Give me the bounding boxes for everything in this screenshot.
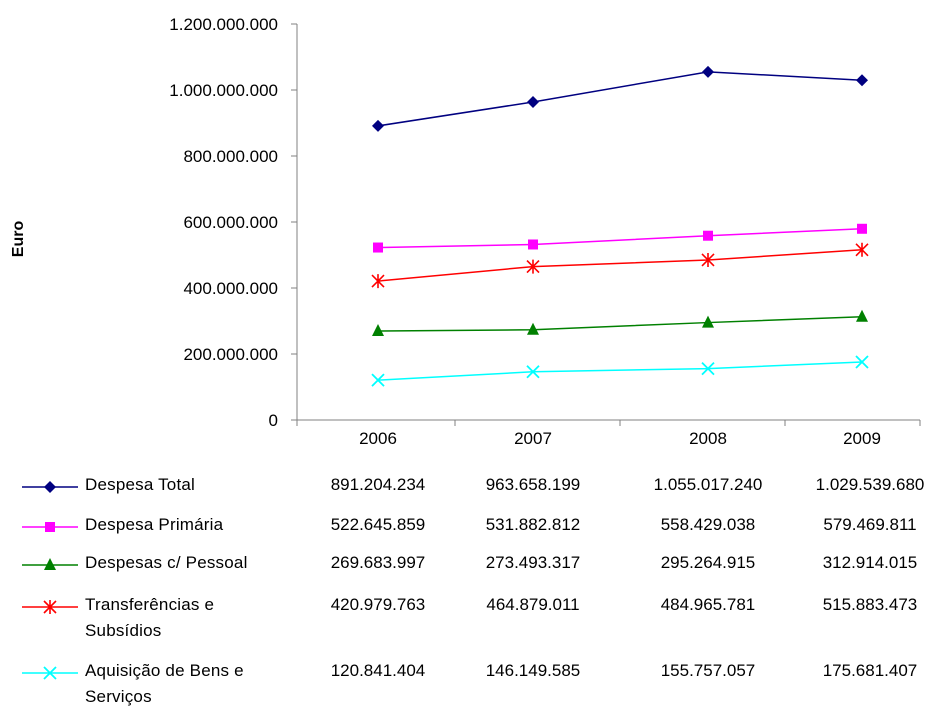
table-cell: 1.029.539.680 (815, 475, 925, 494)
x-tick-label: 2008 (689, 429, 727, 448)
series-4 (371, 355, 869, 387)
table-cell: 484.965.781 (660, 595, 756, 614)
series-line (377, 315, 863, 332)
table-cell: 579.469.811 (823, 515, 917, 534)
table-cell: 515.883.473 (822, 595, 918, 614)
table-row: Despesa Primária 522.645.859 531.882.812 55… (0, 512, 945, 562)
axes (296, 24, 920, 421)
y-tick-label: 1.000.000.000 (169, 81, 278, 100)
legend-key (22, 600, 78, 614)
table-row: Aquisição de Bens e Serviços 120.841.404 1… (0, 658, 945, 708)
table-cell: 420.979.763 (330, 595, 426, 614)
y-tick-label: 400.000.000 (183, 279, 278, 298)
x-tick-label: 2006 (359, 429, 397, 448)
table-cell: 1.055.017.240 (653, 475, 763, 494)
legend-marker (45, 522, 55, 532)
table-cell: 120.841.404 (330, 661, 426, 680)
line-chart: Euro 0 200.000.000 400.000.000 600.000.000 8… (10, 15, 921, 448)
table-row: Despesa Total 891.204.234 963.658.199 1.055… (0, 472, 945, 522)
table-cell: 891.204.234 (330, 475, 426, 494)
series-2 (372, 309, 868, 337)
data-point-marker (855, 355, 869, 369)
table-cell: 963.658.199 (485, 475, 581, 494)
series-line (377, 361, 863, 381)
table-row: Despesas c/ Pessoal 269.683.997 273.493.31… (0, 550, 945, 600)
y-tick-label: 200.000.000 (183, 345, 278, 364)
legend-marker (43, 666, 57, 680)
table-cell: 558.429.038 (660, 515, 756, 534)
data-point-marker (855, 242, 869, 257)
data-point-marker (527, 322, 539, 335)
legend-marker (43, 600, 57, 614)
y-axis-ticks: 0 200.000.000 400.000.000 600.000.000 800.00… (169, 15, 297, 430)
y-tick-label: 600.000.000 (183, 213, 278, 232)
table-cell: 146.149.585 (485, 661, 581, 680)
data-point-marker (856, 74, 868, 87)
data-point-marker (372, 119, 384, 132)
series-group (371, 65, 869, 387)
table-cell: 464.879.011 (486, 595, 580, 614)
x-tick-label: 2009 (843, 429, 881, 448)
data-point-marker (372, 324, 384, 337)
data-point-marker (528, 239, 538, 250)
series-1 (373, 223, 867, 253)
data-point-marker (373, 242, 383, 253)
y-tick-label: 0 (269, 411, 278, 430)
data-point-marker (702, 65, 714, 78)
legend-key (22, 558, 78, 570)
legend-key (22, 481, 78, 493)
table-cell: 531.882.812 (485, 515, 581, 534)
data-point-marker (703, 230, 713, 241)
series-3 (371, 242, 869, 289)
legend-marker (44, 481, 56, 493)
series-line (377, 228, 863, 249)
series-name: Transferências e Subsídios (85, 595, 215, 640)
table-cell: 522.645.859 (330, 515, 426, 534)
table-cell: 175.681.407 (822, 661, 918, 680)
legend-key (22, 522, 78, 532)
y-axis-title: Euro (10, 221, 27, 258)
data-point-marker (371, 274, 385, 289)
data-point-marker (856, 309, 868, 322)
series-line (377, 71, 863, 127)
data-point-marker (701, 252, 715, 267)
series-name: Despesas c/ Pessoal (85, 553, 248, 572)
series-name: Despesa Primária (85, 515, 224, 534)
y-tick-label: 800.000.000 (183, 147, 278, 166)
data-point-marker (857, 223, 867, 234)
legend-marker (44, 558, 56, 570)
table-cell: 312.914.015 (822, 553, 918, 572)
table-row: Transferências e Subsídios 420.979.763 464… (0, 592, 945, 642)
data-point-marker (527, 95, 539, 108)
data-point-marker (526, 259, 540, 274)
table-cell: 295.264.915 (660, 553, 756, 572)
x-axis-ticks: 2006 2007 2008 2009 (296, 420, 921, 448)
series-0 (372, 65, 868, 132)
table-cell: 273.493.317 (485, 553, 581, 572)
y-tick-label: 1.200.000.000 (169, 15, 278, 34)
x-tick-label: 2007 (514, 429, 552, 448)
series-name: Aquisição de Bens e Serviços (85, 661, 244, 706)
legend-key (22, 666, 78, 680)
series-name: Despesa Total (85, 475, 196, 494)
table-cell: 155.757.057 (660, 661, 756, 680)
data-point-marker (526, 365, 540, 379)
series-line (377, 249, 863, 282)
data-point-marker (371, 373, 385, 387)
data-point-marker (701, 361, 715, 376)
data-point-marker (702, 315, 714, 328)
table-cell: 269.683.997 (330, 553, 426, 572)
